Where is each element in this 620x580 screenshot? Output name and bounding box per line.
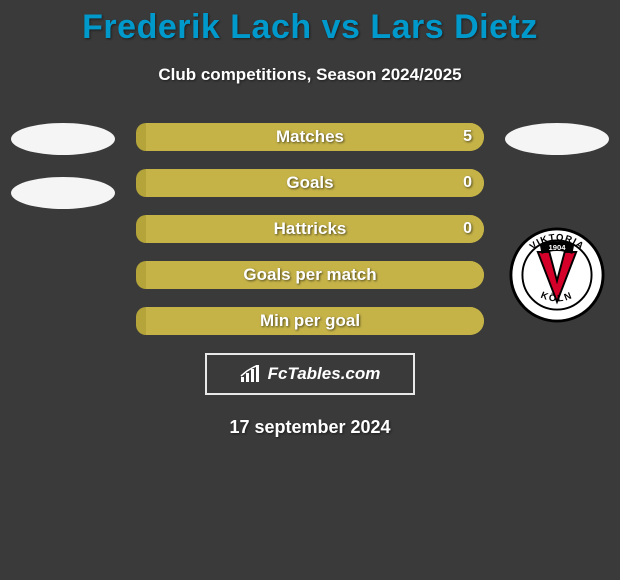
stat-value-right: 5	[463, 128, 472, 146]
bar-left-fill	[136, 123, 146, 151]
watermark: FcTables.com	[205, 353, 415, 395]
stats-col: Matches 5 Goals 0 Hattricks 0 Goals per match M…	[118, 123, 502, 335]
stat-label: Goals per match	[243, 265, 376, 285]
right-player-col: 1904VIKTORIAKÖLN	[502, 123, 612, 323]
page-title: Frederik Lach vs Lars Dietz	[0, 0, 620, 47]
subtitle: Club competitions, Season 2024/2025	[0, 65, 620, 85]
date: 17 september 2024	[0, 417, 620, 438]
club-logo: 1904VIKTORIAKÖLN	[509, 227, 605, 323]
stat-value-right: 0	[463, 174, 472, 192]
player-placeholder	[11, 123, 115, 155]
comparison-grid: Matches 5 Goals 0 Hattricks 0 Goals per match M…	[0, 123, 620, 335]
stat-bar: Goals 0	[136, 169, 484, 197]
stat-label: Hattricks	[274, 219, 347, 239]
bar-left-fill	[136, 215, 146, 243]
player-placeholder	[11, 177, 115, 209]
svg-text:1904: 1904	[548, 243, 566, 252]
stat-bar: Min per goal	[136, 307, 484, 335]
stat-label: Goals	[286, 173, 333, 193]
left-player-col	[8, 123, 118, 231]
watermark-text: FcTables.com	[268, 364, 381, 384]
stat-bar: Matches 5	[136, 123, 484, 151]
player-placeholder	[505, 123, 609, 155]
stat-bar: Goals per match	[136, 261, 484, 289]
bar-left-fill	[136, 169, 146, 197]
chart-icon	[240, 365, 262, 383]
stat-label: Matches	[276, 127, 344, 147]
bar-left-fill	[136, 261, 146, 289]
stat-value-right: 0	[463, 220, 472, 238]
bar-left-fill	[136, 307, 146, 335]
stat-bar: Hattricks 0	[136, 215, 484, 243]
stat-label: Min per goal	[260, 311, 360, 331]
viktoria-koln-logo-icon: 1904VIKTORIAKÖLN	[509, 227, 605, 323]
